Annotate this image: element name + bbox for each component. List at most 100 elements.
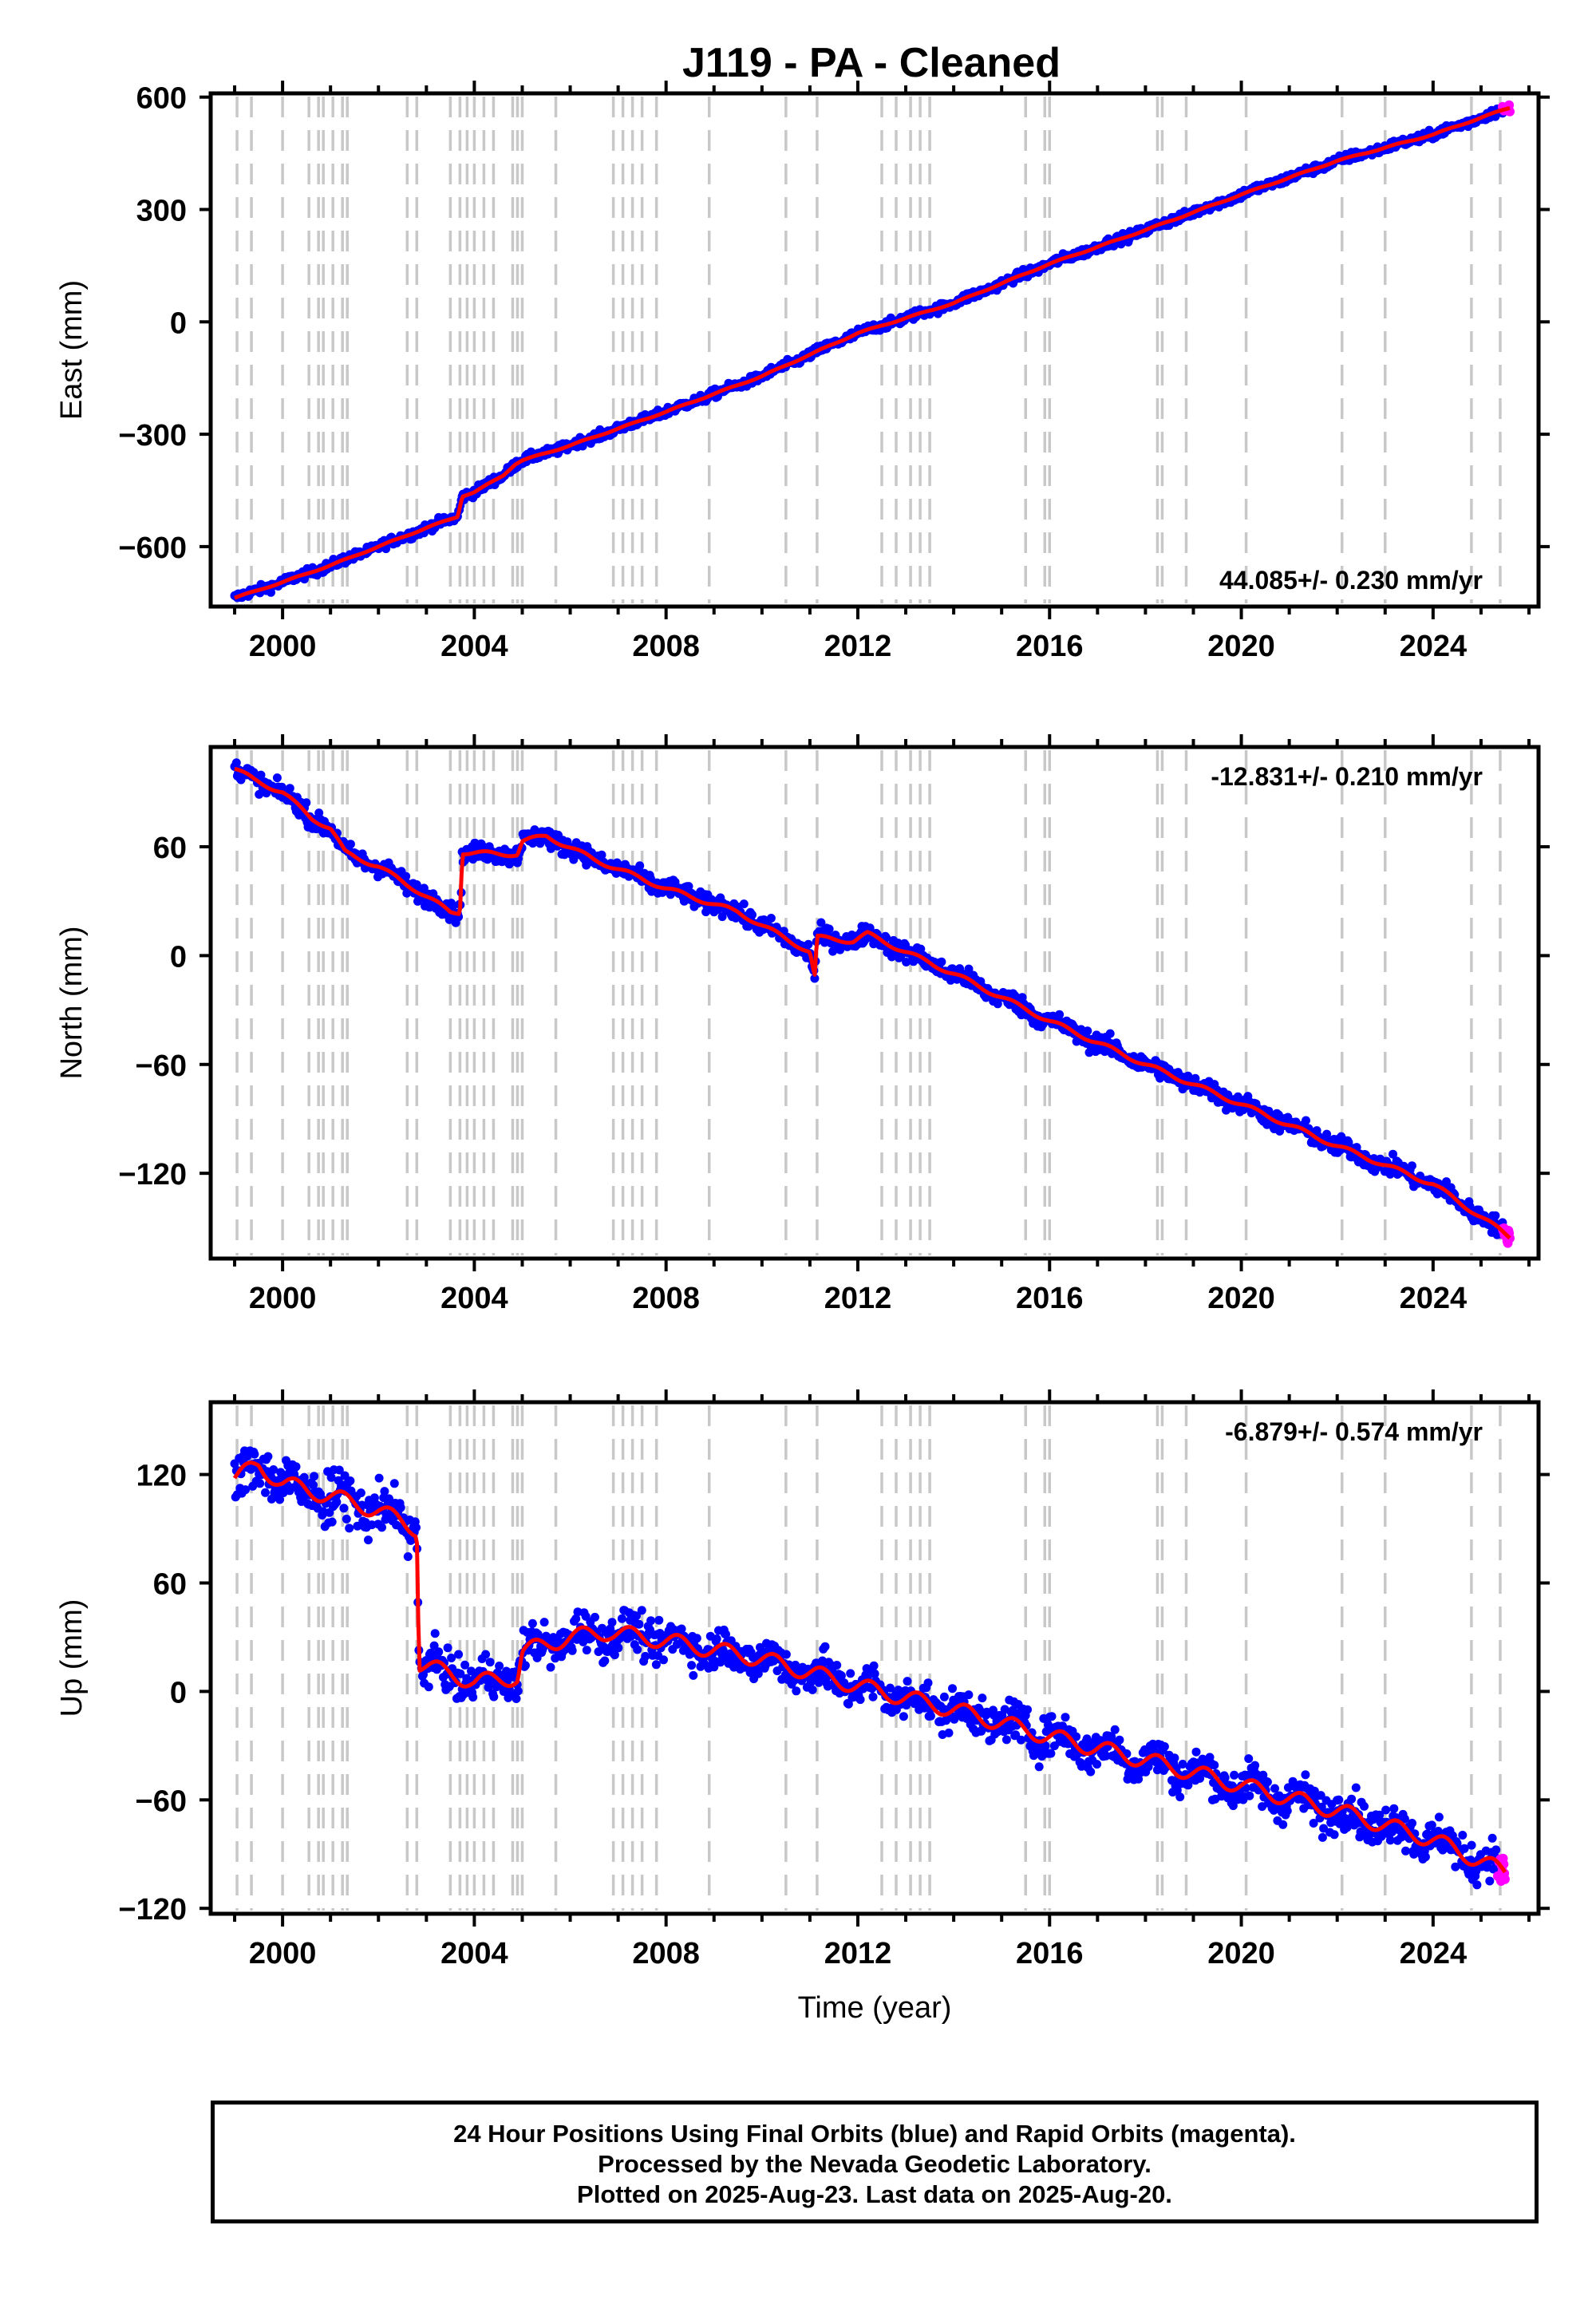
final-point [1491,1845,1501,1855]
x-tick-label: 2000 [249,1937,317,1970]
final-point [1485,1876,1495,1886]
final-point [692,1634,701,1643]
final-point [637,1606,646,1615]
final-point [339,1504,349,1513]
final-point [1351,1783,1361,1792]
final-point [1245,1791,1254,1800]
final-point [356,1488,365,1498]
final-point [403,1552,413,1561]
final-point [546,1662,555,1672]
y-tick-label: 600 [136,82,187,116]
y-tick-label: 60 [153,1568,187,1602]
footer-line-2: Processed by the Nevada Geodetic Laborat… [598,2150,1152,2178]
final-point [1244,1754,1254,1764]
final-point [412,1523,421,1532]
footer-line-1: 24 Hour Positions Using Final Orbits (bl… [453,2120,1296,2148]
x-axis-label: Time (year) [798,1991,952,2025]
final-point [495,1662,504,1670]
x-tick-label: 2016 [1016,1282,1084,1315]
x-tick-label: 2020 [1207,1282,1275,1315]
final-point [808,1685,817,1694]
plot-frame [208,745,1541,1261]
final-point [868,1692,878,1701]
final-point [567,1646,577,1655]
y-tick-label: 60 [153,832,187,865]
x-tick-label: 2024 [1400,1282,1468,1315]
final-point [846,1669,855,1678]
final-point [1250,1761,1260,1770]
final-point [1115,1735,1124,1745]
final-point [1047,1712,1057,1721]
y-tick-label: −120 [118,1893,187,1927]
x-tick-label: 2008 [632,630,700,663]
final-point [327,1517,337,1527]
final-point [1046,1749,1056,1758]
final-point [1230,1770,1239,1780]
final-point [948,1684,957,1694]
x-tick-label: 2012 [824,1937,892,1970]
final-point [1175,1792,1185,1802]
final-point [485,1658,495,1667]
final-point [1083,1026,1092,1036]
final-point [381,544,391,554]
final-point [1381,1805,1391,1815]
final-point [1159,1742,1169,1751]
event-lines [235,750,1502,1255]
y-tick-label: 0 [170,306,187,340]
final-point [792,1686,801,1696]
y-tick-label: −60 [136,1784,187,1818]
final-point [614,1643,623,1653]
final-point [539,1618,549,1627]
final-point [460,1660,470,1670]
final-point [855,1695,865,1705]
final-point [964,1690,974,1700]
final-point [591,1612,599,1622]
final-point [346,1476,355,1485]
final-point [1408,1819,1416,1828]
final-point [651,1660,661,1670]
final-point [1360,1801,1369,1811]
final-orbit-points [230,104,1507,603]
final-point [1191,1747,1201,1757]
final-point [1491,1211,1500,1220]
final-point [1458,1831,1468,1840]
final-point [600,1656,610,1666]
final-point [1434,1812,1444,1822]
final-point [944,1728,954,1737]
x-tick-label: 2008 [632,1937,700,1970]
final-point [634,1619,644,1629]
final-point [748,910,757,919]
final-point [1301,1770,1310,1780]
final-point [1420,1852,1430,1862]
final-point [1110,1725,1120,1734]
footer-line-3: Plotted on 2025-Aug-23. Last data on 202… [577,2180,1172,2208]
y-tick-label: 300 [136,194,187,227]
final-point [285,784,294,793]
final-point [712,1634,721,1643]
final-point [342,1514,351,1524]
x-tick-label: 2020 [1207,1937,1275,1970]
final-point [923,1678,933,1688]
final-point [272,773,282,783]
final-point [1001,1735,1011,1745]
final-point [489,1692,499,1701]
x-tick-label: 2012 [824,1282,892,1315]
final-point [263,1452,273,1461]
final-point [824,924,834,934]
velocity-rate-label: -12.831+/- 0.210 mm/yr [1211,762,1483,791]
final-point [454,1650,464,1659]
final-point [261,1488,270,1497]
final-point [1302,1116,1310,1125]
final-point [434,1647,444,1657]
final-point [250,1449,259,1459]
final-point [430,1629,440,1638]
final-point [646,1616,656,1626]
final-point [345,1524,354,1533]
final-point [1023,1705,1032,1714]
model-fit-line [234,766,1511,1240]
final-point [377,1523,386,1532]
final-point [1055,1010,1065,1019]
final-point [1061,1713,1070,1722]
y-tick-label: 0 [170,940,187,974]
